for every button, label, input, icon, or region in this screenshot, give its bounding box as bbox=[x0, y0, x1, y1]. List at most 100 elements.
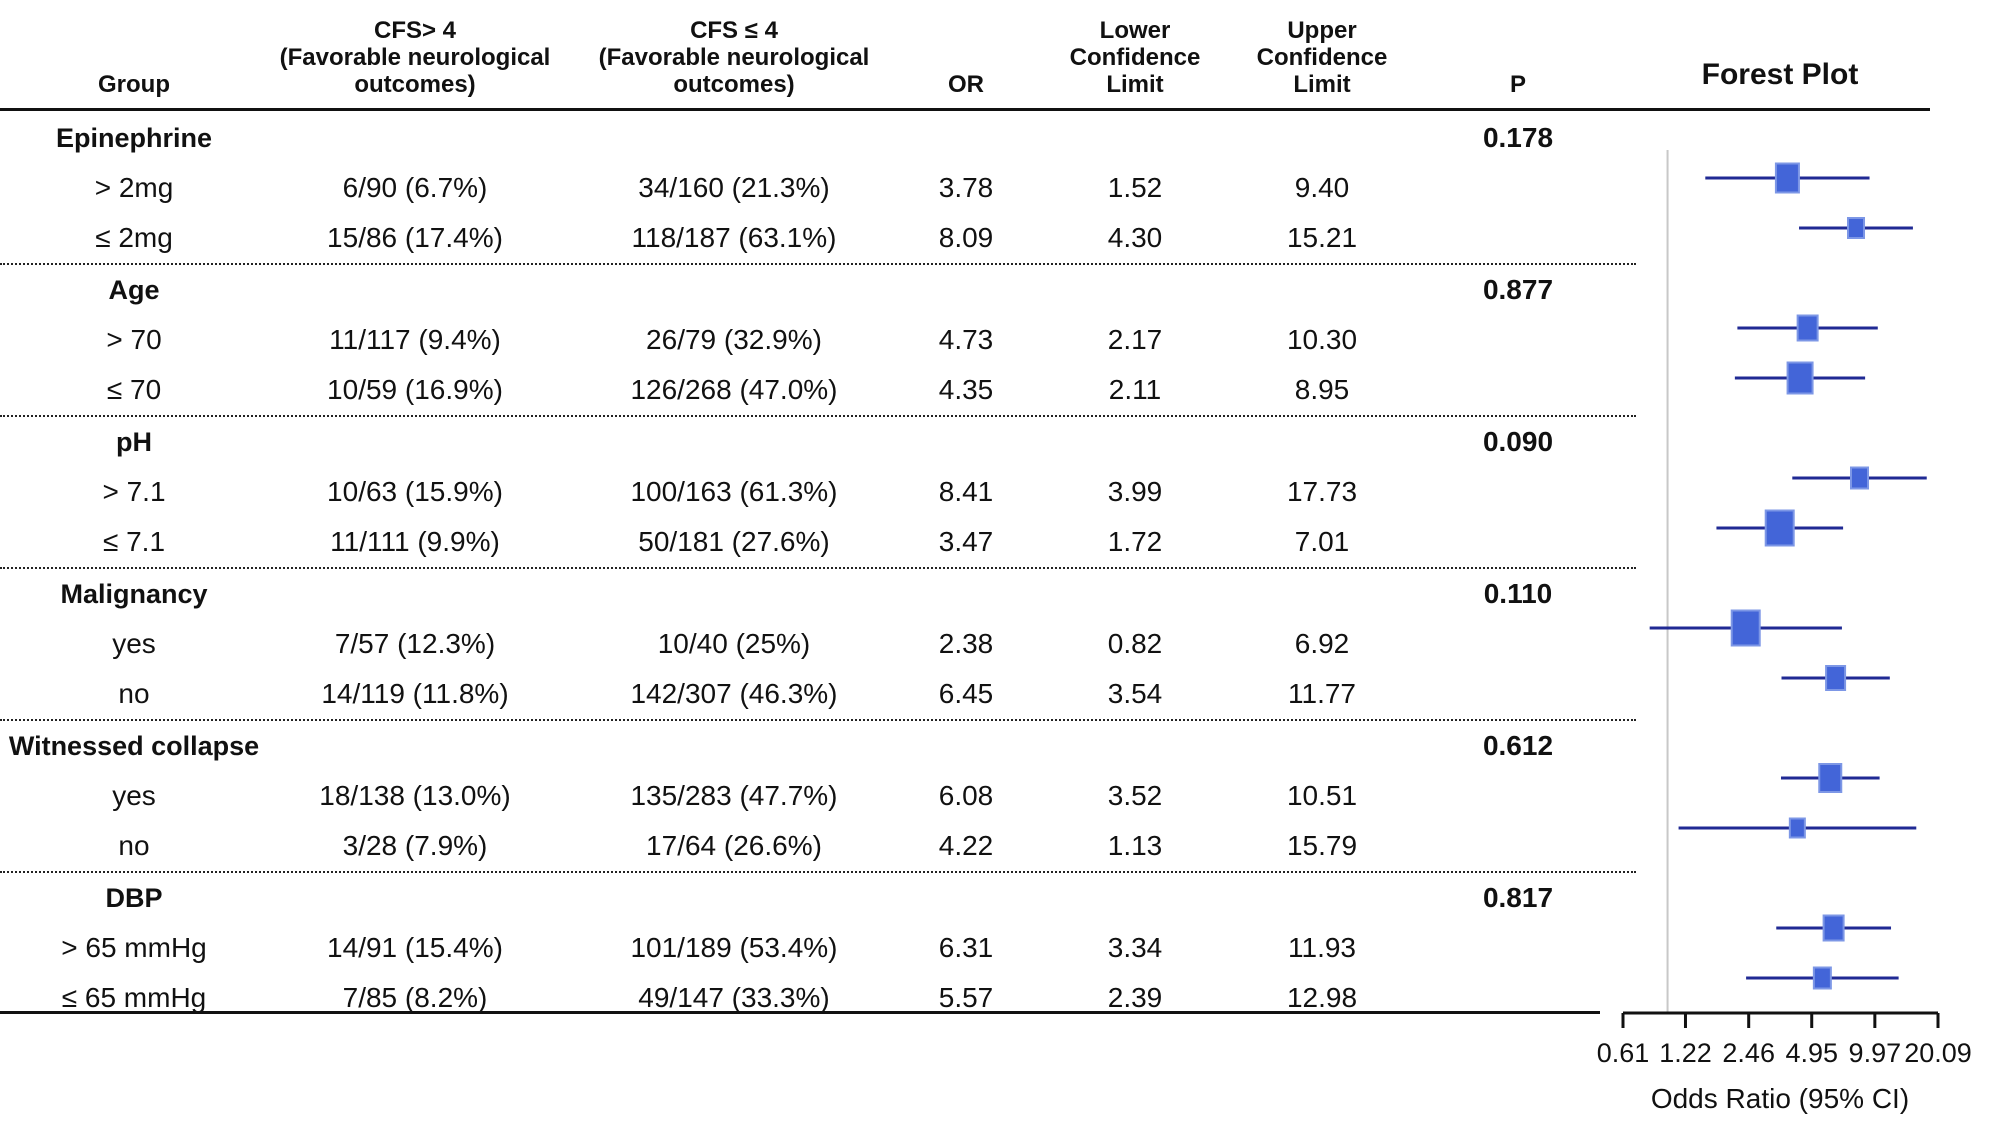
row-label: > 70 bbox=[106, 324, 162, 355]
ucl-value: 17.73 bbox=[1286, 476, 1358, 507]
x-axis-title: Odds Ratio (95% CI) bbox=[1650, 1083, 1910, 1114]
lcl-value: 2.39 bbox=[1107, 982, 1163, 1013]
forest-plot-title: Forest Plot bbox=[1701, 58, 1859, 91]
or-marker bbox=[1788, 817, 1806, 839]
or-value: 4.22 bbox=[938, 830, 994, 861]
ucl-value: 11.77 bbox=[1288, 678, 1356, 709]
x-tick-label: 0.61 bbox=[1597, 1038, 1650, 1068]
cfs-le4-value: 101/189 (53.4%) bbox=[630, 932, 838, 963]
p-value: 0.612 bbox=[1482, 730, 1554, 761]
row-label: > 7.1 bbox=[102, 476, 166, 507]
col-header-p: P bbox=[1509, 71, 1526, 98]
cfs-le4-value: 135/283 (47.7%) bbox=[630, 780, 838, 811]
table-row: > 2mg 6/90 (6.7%) 34/160 (21.3%) 3.78 1.… bbox=[0, 163, 1636, 213]
table-row: yes 7/57 (12.3%) 10/40 (25%) 2.38 0.82 6… bbox=[0, 619, 1636, 669]
cfs-le4-value: 34/160 (21.3%) bbox=[638, 172, 830, 203]
ucl-value: 9.40 bbox=[1294, 172, 1350, 203]
cfs-le4-value: 49/147 (33.3%) bbox=[638, 982, 830, 1013]
table-row: ≤ 70 10/59 (16.9%) 126/268 (47.0%) 4.35 … bbox=[0, 365, 1636, 415]
section-dbp: DBP 0.817 > 65 mmHg 14/91 (15.4%) 101/18… bbox=[0, 873, 1636, 1023]
group-label: Witnessed collapse bbox=[8, 730, 260, 761]
ucl-value: 15.21 bbox=[1286, 222, 1358, 253]
row-label: ≤ 70 bbox=[106, 374, 162, 405]
x-tick-label: 20.09 bbox=[1904, 1038, 1972, 1068]
table-header: Group CFS> 4 (Favorable neurological out… bbox=[0, 0, 1989, 108]
ucl-value: 8.95 bbox=[1294, 374, 1350, 405]
group-label: Age bbox=[108, 274, 160, 305]
section-header-row: Malignancy 0.110 bbox=[0, 569, 1636, 619]
cfs-gt4-value: 14/119 (11.8%) bbox=[321, 678, 509, 709]
col-header-cfs-le4: CFS ≤ 4 (Favorable neurological outcomes… bbox=[598, 17, 870, 98]
row-label: yes bbox=[112, 780, 156, 811]
cfs-le4-value: 142/307 (46.3%) bbox=[630, 678, 838, 709]
or-value: 8.41 bbox=[938, 476, 994, 507]
group-label: Malignancy bbox=[60, 578, 208, 609]
or-marker bbox=[1818, 763, 1843, 793]
table-body: Epinephrine 0.178 > 2mg 6/90 (6.7%) 34/1… bbox=[0, 113, 1636, 1023]
lcl-value: 3.34 bbox=[1107, 932, 1163, 963]
section-header-row: Witnessed collapse 0.612 bbox=[0, 721, 1636, 771]
group-label: DBP bbox=[105, 882, 163, 913]
cfs-gt4-value: 11/111 (9.9%) bbox=[330, 526, 500, 557]
or-value: 4.35 bbox=[938, 374, 994, 405]
or-value: 3.78 bbox=[938, 172, 994, 203]
x-tick-label: 4.95 bbox=[1785, 1038, 1838, 1068]
section-header-row: DBP 0.817 bbox=[0, 873, 1636, 923]
cfs-le4-value: 10/40 (25%) bbox=[657, 628, 811, 659]
section-age: Age 0.877 > 70 11/117 (9.4%) 26/79 (32.9… bbox=[0, 265, 1636, 417]
cfs-gt4-value: 15/86 (17.4%) bbox=[327, 222, 503, 253]
lcl-value: 3.54 bbox=[1107, 678, 1163, 709]
row-label: ≤ 2mg bbox=[95, 222, 173, 253]
cfs-gt4-value: 6/90 (6.7%) bbox=[342, 172, 488, 203]
cfs-gt4-value: 14/91 (15.4%) bbox=[327, 932, 503, 963]
table-row: ≤ 2mg 15/86 (17.4%) 118/187 (63.1%) 8.09… bbox=[0, 213, 1636, 263]
or-value: 8.09 bbox=[938, 222, 994, 253]
group-label: Epinephrine bbox=[55, 122, 212, 153]
section-header-row: Epinephrine 0.178 bbox=[0, 113, 1636, 163]
section-ph: pH 0.090 > 7.1 10/63 (15.9%) 100/163 (61… bbox=[0, 417, 1636, 569]
table-row: > 70 11/117 (9.4%) 26/79 (32.9%) 4.73 2.… bbox=[0, 315, 1636, 365]
ucl-value: 15.79 bbox=[1286, 830, 1358, 861]
cfs-gt4-value: 7/85 (8.2%) bbox=[342, 982, 488, 1013]
row-label: ≤ 65 mmHg bbox=[61, 982, 207, 1013]
lcl-value: 1.52 bbox=[1107, 172, 1163, 203]
or-marker bbox=[1850, 466, 1870, 490]
cfs-le4-value: 26/79 (32.9%) bbox=[646, 324, 822, 355]
ucl-value: 12.98 bbox=[1286, 982, 1358, 1013]
lcl-value: 1.13 bbox=[1107, 830, 1163, 861]
x-tick-label: 1.22 bbox=[1659, 1038, 1712, 1068]
or-value: 4.73 bbox=[938, 324, 994, 355]
header-divider bbox=[0, 108, 1930, 111]
cfs-gt4-value: 10/63 (15.9%) bbox=[327, 476, 503, 507]
p-value: 0.178 bbox=[1482, 122, 1554, 153]
p-value: 0.110 bbox=[1483, 578, 1553, 609]
row-label: no bbox=[118, 678, 150, 709]
col-header-ucl: Upper Confidence Limit bbox=[1256, 17, 1388, 98]
section-header-row: pH 0.090 bbox=[0, 417, 1636, 467]
table-bottom-border bbox=[0, 1011, 1600, 1014]
lcl-value: 0.82 bbox=[1107, 628, 1163, 659]
ucl-value: 6.92 bbox=[1294, 628, 1350, 659]
cfs-le4-value: 50/181 (27.6%) bbox=[638, 526, 830, 557]
or-value: 6.45 bbox=[938, 678, 994, 709]
or-marker bbox=[1796, 314, 1819, 342]
lcl-value: 2.11 bbox=[1108, 374, 1162, 405]
cfs-le4-value: 100/163 (61.3%) bbox=[630, 476, 838, 507]
or-value: 3.47 bbox=[938, 526, 994, 557]
lcl-value: 3.99 bbox=[1107, 476, 1163, 507]
cfs-gt4-value: 10/59 (16.9%) bbox=[327, 374, 503, 405]
cfs-le4-value: 126/268 (47.0%) bbox=[630, 374, 838, 405]
ucl-value: 10.30 bbox=[1286, 324, 1358, 355]
or-marker bbox=[1812, 966, 1832, 990]
row-label: > 65 mmHg bbox=[61, 932, 207, 963]
or-marker bbox=[1822, 914, 1845, 942]
table-row: ≤ 7.1 11/111 (9.9%) 50/181 (27.6%) 3.47 … bbox=[0, 517, 1636, 567]
col-header-lcl: Lower Confidence Limit bbox=[1069, 17, 1201, 98]
lcl-value: 4.30 bbox=[1107, 222, 1163, 253]
cfs-gt4-value: 11/117 (9.4%) bbox=[329, 324, 501, 355]
table-row: no 3/28 (7.9%) 17/64 (26.6%) 4.22 1.13 1… bbox=[0, 821, 1636, 871]
or-marker bbox=[1764, 509, 1795, 547]
p-value: 0.877 bbox=[1482, 274, 1554, 305]
cfs-gt4-value: 18/138 (13.0%) bbox=[319, 780, 511, 811]
ucl-value: 10.51 bbox=[1286, 780, 1358, 811]
